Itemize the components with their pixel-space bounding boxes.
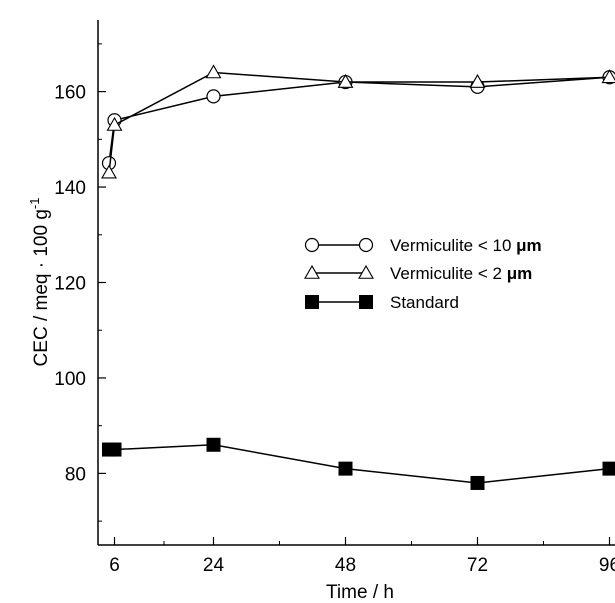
series-layer [101, 64, 615, 490]
data-point [205, 64, 222, 79]
legend: Vermiculite < 10 μm Vermiculite < 2 μm Sta… [304, 236, 542, 312]
legend-label: Standard [390, 293, 459, 312]
legend-marker [304, 264, 320, 279]
series-circle [101, 70, 615, 171]
data-point [337, 73, 354, 88]
series-line [108, 76, 610, 164]
plot-frame [97, 20, 615, 546]
legend-marker [304, 237, 320, 253]
series-line [108, 71, 610, 173]
data-point [206, 437, 221, 452]
x-tick-label: 6 [109, 555, 120, 576]
data-point [106, 116, 123, 131]
x-tick-label: 24 [203, 555, 225, 576]
data-point [469, 73, 486, 88]
legend-item: Vermiculite < 2 μm [304, 264, 532, 283]
x-axis-label: Time / h [326, 582, 394, 603]
legend-marker [358, 264, 374, 279]
x-tick-label: 96 [599, 555, 615, 576]
legend-label: Vermiculite < 10 μm [390, 236, 542, 255]
y-axis-label: CEC / meq · 100 g-1 [27, 198, 52, 367]
y-axis-ticks: 80 100 120 140 160 [54, 43, 106, 522]
legend-label: Vermiculite < 2 μm [390, 264, 532, 283]
x-tick-label: 48 [335, 555, 356, 576]
data-point [602, 461, 615, 476]
data-point [470, 475, 485, 490]
x-tick-label: 72 [467, 555, 488, 576]
y-tick-label: 140 [54, 178, 86, 199]
y-tick-label: 100 [54, 369, 86, 390]
legend-item: Vermiculite < 10 μm [304, 236, 542, 255]
data-point [107, 442, 122, 457]
y-tick-label: 160 [54, 83, 86, 104]
data-point [338, 461, 353, 476]
y-tick-label: 120 [54, 274, 86, 295]
legend-marker [359, 295, 373, 309]
legend-marker [305, 295, 319, 309]
series-triangle [101, 64, 615, 179]
y-tick-label: 80 [65, 464, 86, 485]
data-point [206, 89, 221, 104]
series-line [109, 444, 610, 484]
series-square [102, 437, 615, 490]
legend-item: Standard [305, 293, 459, 312]
y-axis-label-superscript: -1 [27, 198, 42, 210]
legend-marker [358, 237, 374, 253]
data-point [101, 164, 117, 179]
data-point [601, 69, 615, 84]
y-axis-label-main: CEC / meq · 100 g [31, 209, 52, 366]
x-axis-ticks: 6 24 48 72 96 [109, 537, 615, 576]
